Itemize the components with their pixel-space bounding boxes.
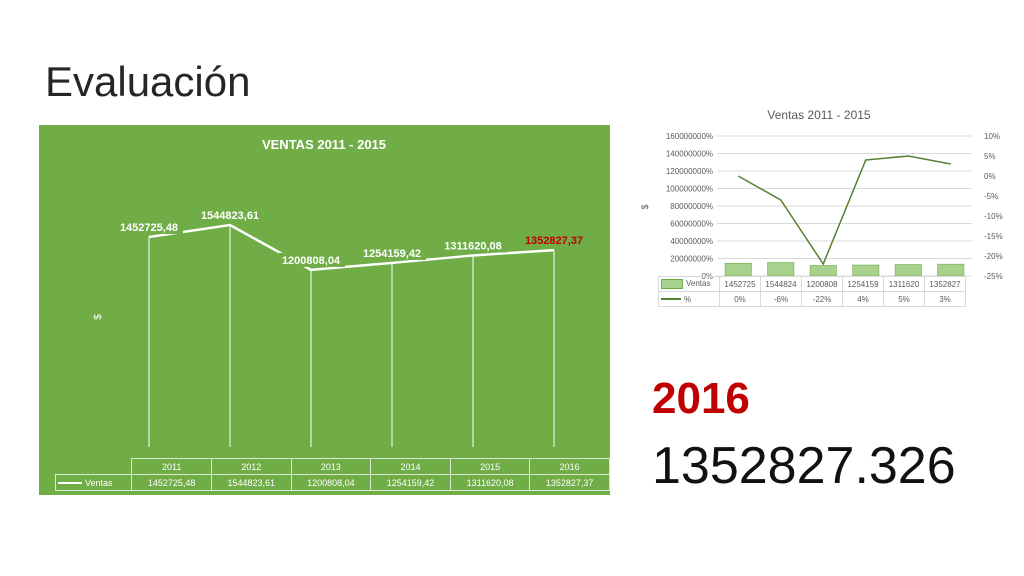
table-cell: 1254159,42 (370, 474, 451, 491)
data-label-bg (115, 220, 183, 235)
table-cell: -22% (801, 291, 843, 307)
y2-tick-label: -10% (984, 212, 1003, 221)
data-label-bg (358, 245, 426, 260)
category-label: 2014 (370, 458, 451, 475)
series-name: % (684, 294, 692, 304)
y-tick-label: 40000000% (670, 237, 713, 246)
sales-combo-chart: Ventas 2011 - 2015 $ 0% 20000000% 40000000… (640, 100, 1010, 330)
y-tick-label: 120000000% (666, 167, 713, 176)
y2-tick-label: -5% (984, 192, 998, 201)
y-tick-label: 80000000% (670, 202, 713, 211)
table-cell: 1544824 (760, 276, 802, 292)
line-legend-key (58, 482, 82, 485)
sales-line-chart-data-table: 2011 2012 2013 2014 2015 2016 Ventas 145… (54, 458, 610, 491)
table-cell: 1544823,61 (210, 474, 292, 491)
table-cell: 1200808 (801, 276, 843, 292)
sales-combo-chart-data-table: Ventas 1452725 1544824 1200808 1254159 1… (658, 276, 966, 307)
category-label: 2013 (290, 458, 372, 475)
y-tick-label: 140000000% (666, 150, 713, 159)
table-cell: 5% (883, 291, 925, 307)
bar-legend-key (661, 279, 683, 289)
forecast-value: 1352827.326 (652, 437, 956, 495)
table-cell: 1311620,08 (449, 474, 531, 491)
category-label: 2011 (131, 458, 212, 475)
line-legend-key (661, 298, 681, 301)
table-cell: 1452725 (719, 276, 761, 292)
sales-line-chart: VENTAS 2011 - 2015 $ 1452725,48 1544823,6… (39, 125, 610, 495)
slide-title: Evaluación (45, 58, 251, 105)
category-label: 2015 (449, 458, 531, 475)
sales-line-chart-ylabel: $ (93, 314, 104, 320)
table-cell: 1352827,37 (529, 474, 610, 491)
bar (767, 262, 795, 277)
data-label-bg (277, 252, 345, 267)
table-cell: 1352827 (924, 276, 966, 292)
y2-tick-label: -25% (984, 272, 1003, 280)
percent-series-line (737, 155, 951, 266)
data-label-bg (196, 208, 264, 223)
bar (894, 264, 922, 277)
y-tick-label: 20000000% (670, 255, 713, 264)
data-label-bg (520, 233, 588, 248)
sales-line-chart-title: VENTAS 2011 - 2015 (262, 137, 386, 152)
sales-line-chart-plot: VENTAS 2011 - 2015 $ 1452725,48 1544823,6… (93, 137, 588, 447)
bar (937, 263, 965, 277)
data-label: 1544823,61 (201, 210, 259, 222)
sales-combo-chart-plot: Ventas 2011 - 2015 $ 0% 20000000% 40000000… (640, 108, 1003, 280)
series-name: Ventas (85, 477, 113, 488)
bar (724, 262, 752, 277)
data-label: 1311620,08 (444, 240, 502, 252)
y-tick-label: 100000000% (666, 185, 713, 194)
bar (852, 264, 880, 277)
y2-tick-label: -20% (984, 252, 1003, 261)
sales-combo-chart-title: Ventas 2011 - 2015 (767, 108, 871, 122)
data-label-bg (439, 238, 507, 253)
table-cell: 1311620 (883, 276, 925, 292)
category-label: 2012 (210, 458, 292, 475)
series-name: Ventas (686, 279, 711, 289)
data-label: 1352827,37 (525, 235, 583, 247)
y2-tick-label: -15% (984, 232, 1003, 241)
bar (809, 265, 837, 277)
sales-combo-chart-ylabel: $ (640, 204, 650, 209)
table-cell: 1452725,48 (131, 474, 212, 491)
y2-tick-label: 0% (984, 172, 996, 181)
table-cell: 0% (719, 291, 761, 307)
table-cell: -6% (760, 291, 802, 307)
data-label: 1452725,48 (120, 222, 178, 234)
y2-tick-label: 10% (984, 132, 1000, 141)
y2-tick-label: 5% (984, 152, 996, 161)
y-tick-label: 60000000% (670, 220, 713, 229)
table-cell: 1254159 (842, 276, 884, 292)
data-label: 1200808,04 (282, 255, 341, 267)
forecast-year: 2016 (652, 374, 750, 423)
table-cell: 1200808,04 (290, 474, 372, 491)
data-label: 1254159,42 (363, 248, 421, 260)
sales-series-line (148, 223, 555, 272)
table-cell: 3% (924, 291, 966, 307)
table-cell: 4% (842, 291, 884, 307)
category-label: 2016 (529, 458, 610, 475)
y-tick-label: 160000000% (666, 132, 713, 141)
